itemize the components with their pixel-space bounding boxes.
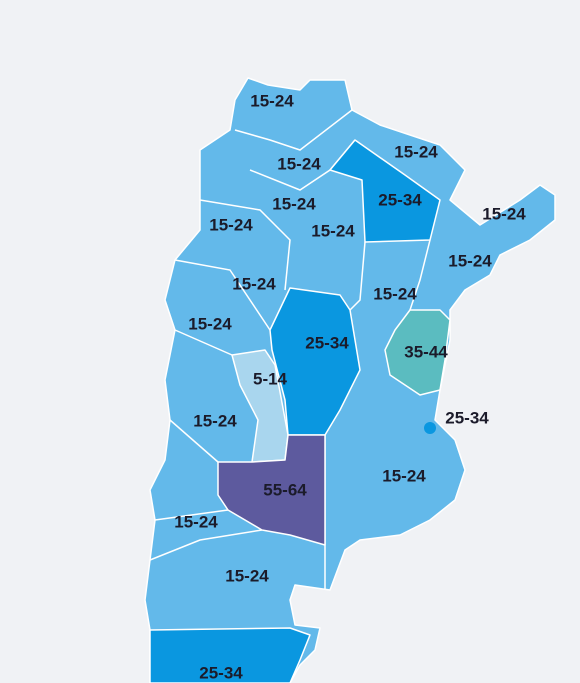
region-label: 35-44 xyxy=(404,342,448,361)
region-label: 15-24 xyxy=(193,411,237,430)
region-label: 15-24 xyxy=(482,204,526,223)
region-label: 55-64 xyxy=(263,480,307,499)
province xyxy=(217,434,326,546)
province xyxy=(149,627,311,683)
region-label: 15-24 xyxy=(373,284,417,303)
region-label: 25-34 xyxy=(199,663,243,682)
region-label: 15-24 xyxy=(250,91,294,110)
labels: 15-24 15-24 15-24 25-34 15-24 15-24 15-24 15-24… xyxy=(174,91,526,682)
province xyxy=(384,309,451,396)
region-label: 15-24 xyxy=(188,314,232,333)
region-label: 15-24 xyxy=(272,194,316,213)
region-label: 25-34 xyxy=(445,408,489,427)
region-label: 15-24 xyxy=(394,142,438,161)
province xyxy=(424,422,436,434)
region-label: 5-14 xyxy=(253,369,288,388)
region-label: 25-34 xyxy=(378,190,422,209)
region-label: 15-24 xyxy=(382,466,426,485)
region-label: 25-34 xyxy=(305,333,349,352)
region-label: 15-24 xyxy=(225,566,269,585)
region-label: 15-24 xyxy=(232,274,276,293)
region-label: 15-24 xyxy=(209,215,253,234)
province-borders xyxy=(149,109,431,590)
region-label: 15-24 xyxy=(448,251,492,270)
region-label: 15-24 xyxy=(174,512,218,531)
region-label: 15-24 xyxy=(311,221,355,240)
region-label: 15-24 xyxy=(277,154,321,173)
province xyxy=(329,139,441,243)
